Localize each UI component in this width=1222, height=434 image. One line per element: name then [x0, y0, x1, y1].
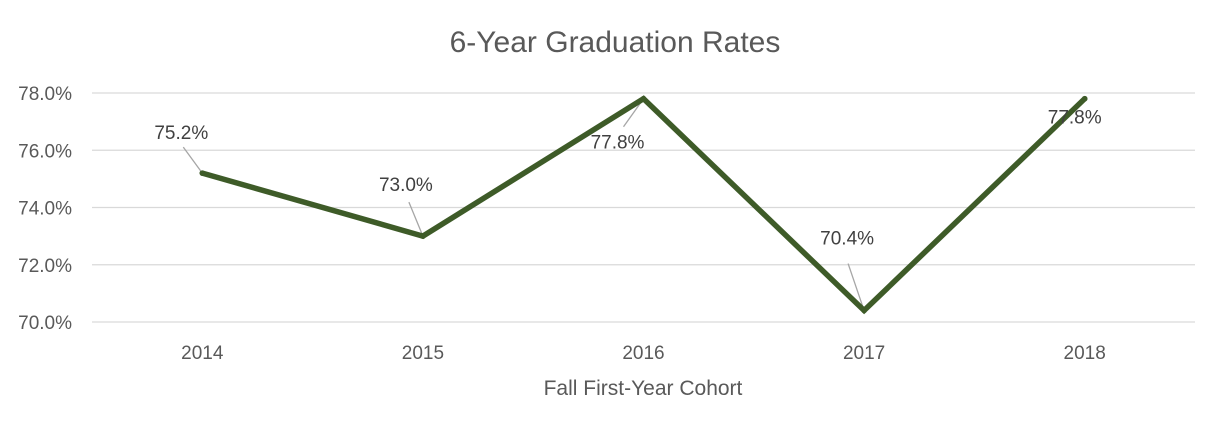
leader-line: [847, 263, 865, 311]
y-tick-label: 78.0%: [18, 84, 72, 105]
series-line: [199, 95, 1088, 315]
data-point: [861, 307, 867, 314]
data-label: 73.0%: [379, 175, 433, 196]
data-point: [199, 170, 206, 176]
y-axis-tick-labels: 70.0% 72.0% 74.0% 76.0% 78.0%: [18, 84, 72, 334]
data-label: 77.8%: [1048, 108, 1102, 129]
data-labels: 75.2% 73.0% 77.8% 70.4% 77.8%: [154, 108, 1101, 250]
y-tick-label: 70.0%: [18, 313, 72, 334]
y-tick-label: 76.0%: [18, 141, 72, 162]
x-tick-label: 2017: [843, 343, 885, 364]
data-label: 75.2%: [154, 123, 208, 144]
x-tick-label: 2018: [1064, 343, 1106, 364]
gridlines: [92, 92, 1195, 323]
y-tick-label: 74.0%: [18, 199, 72, 220]
data-label-leader-lines: [182, 98, 865, 311]
y-tick-label: 72.0%: [18, 256, 72, 277]
data-label: 77.8%: [591, 133, 645, 154]
data-point: [1081, 95, 1088, 102]
data-point: [640, 95, 647, 102]
x-axis-title: Fall First-Year Cohort: [544, 377, 743, 400]
data-label: 70.4%: [820, 229, 874, 250]
leader-line: [408, 201, 424, 237]
x-tick-label: 2016: [622, 343, 664, 364]
x-tick-label: 2015: [402, 343, 444, 364]
leader-line: [182, 146, 203, 174]
series-layer: [199, 95, 1088, 315]
x-axis-tick-labels: 2014 2015 2016 2017 2018: [181, 343, 1106, 364]
data-point: [420, 233, 426, 239]
x-tick-label: 2014: [181, 343, 224, 364]
chart-title: 6-Year Graduation Rates: [450, 26, 781, 59]
